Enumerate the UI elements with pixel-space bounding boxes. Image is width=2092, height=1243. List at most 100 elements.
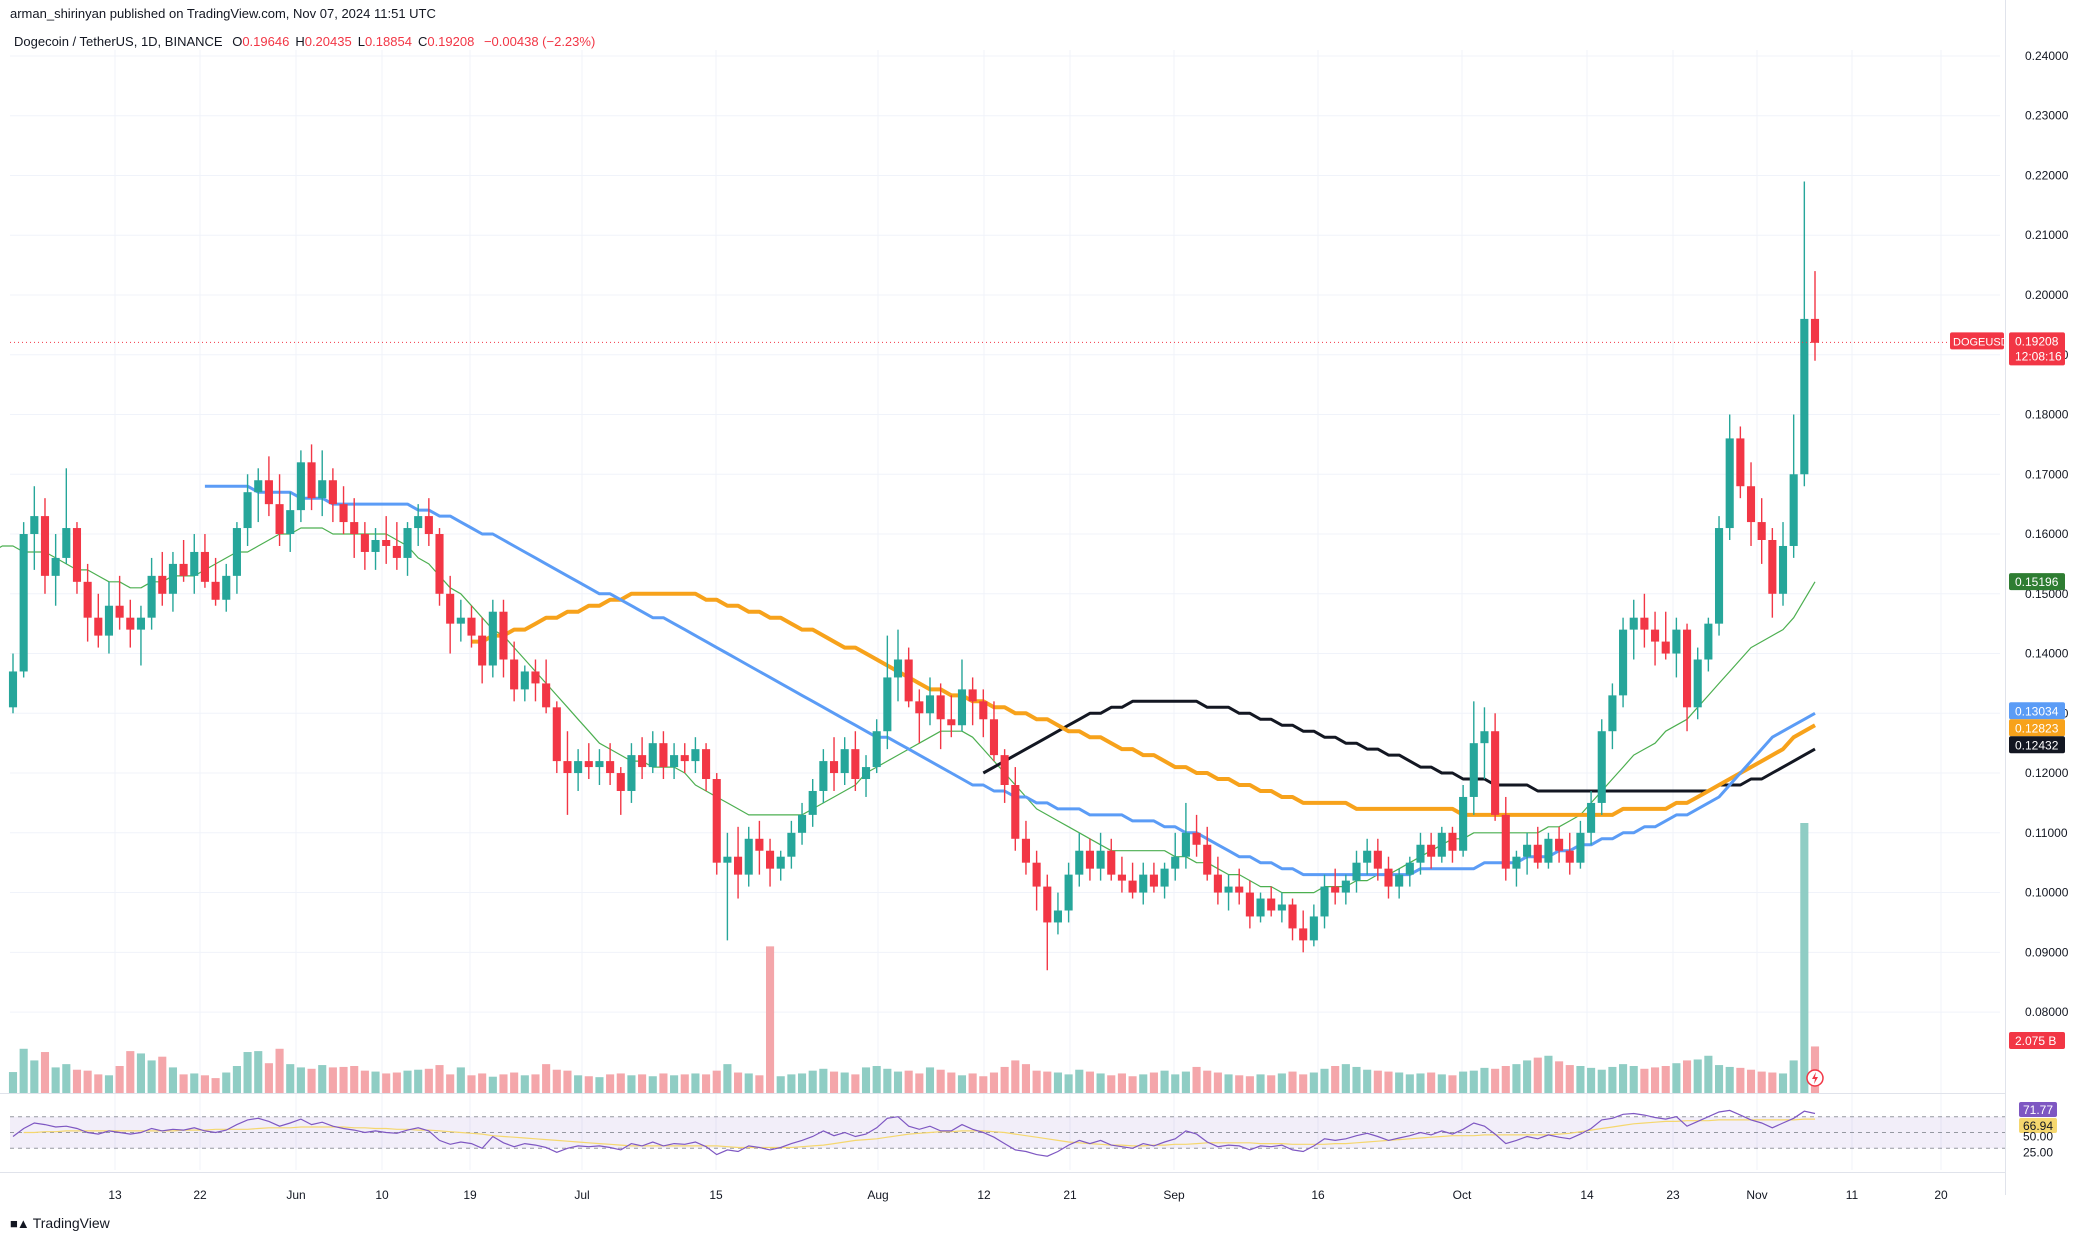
- tradingview-logo[interactable]: ■▲ TradingView: [10, 1215, 110, 1231]
- volume-bar: [1640, 1068, 1649, 1093]
- candle-body: [83, 581, 92, 618]
- candle-body: [915, 701, 924, 714]
- volume-bar: [904, 1070, 913, 1093]
- candle-body: [62, 528, 71, 558]
- candle-body: [1117, 874, 1126, 881]
- candle-body: [1491, 731, 1500, 815]
- candle-body: [115, 605, 124, 618]
- volume-bar: [755, 1075, 764, 1093]
- volume-bar: [1053, 1072, 1062, 1093]
- candle-body: [1640, 617, 1649, 630]
- volume-value-box: [2009, 1032, 2065, 1049]
- volume-bar: [371, 1071, 380, 1093]
- volume-bar: [1512, 1064, 1521, 1093]
- volume-bar: [1160, 1070, 1169, 1093]
- volume-bar: [1555, 1061, 1564, 1093]
- candle-body: [211, 581, 220, 600]
- price-axis-label: 0.10000: [2025, 886, 2069, 900]
- candle-body: [861, 767, 871, 780]
- volume-bar: [1437, 1074, 1446, 1093]
- price-axis-label: 0.24000: [2025, 49, 2069, 63]
- volume-bar: [872, 1066, 881, 1093]
- volume-bar: [1331, 1066, 1340, 1093]
- candle-body: [360, 534, 369, 552]
- volume-bar: [797, 1073, 807, 1093]
- volume-bar: [680, 1074, 689, 1093]
- candle-body: [702, 749, 711, 780]
- candle-body: [1555, 838, 1564, 851]
- candle-body: [1352, 862, 1361, 881]
- grid-lines: [10, 50, 2000, 1170]
- volume-bar: [1171, 1074, 1180, 1093]
- candle-body: [19, 534, 28, 672]
- volume-bar: [1288, 1071, 1297, 1093]
- candle-body: [574, 761, 583, 774]
- candle-body: [584, 761, 593, 768]
- candle-body: [904, 659, 913, 702]
- candle-body: [1021, 838, 1031, 863]
- candle-body: [51, 557, 60, 576]
- volume-bar: [1480, 1067, 1489, 1093]
- candle-body: [1651, 629, 1660, 642]
- candle-body: [1107, 850, 1116, 875]
- volume-bar: [1320, 1068, 1329, 1093]
- candle-body: [936, 695, 945, 720]
- candle-body: [755, 838, 764, 851]
- volume-bar: [1459, 1071, 1468, 1093]
- ma-price-text: 0.15196: [2015, 575, 2059, 589]
- volume-bar: [1651, 1067, 1660, 1093]
- volume-bar: [1768, 1072, 1777, 1093]
- time-axis-label: 16: [1311, 1188, 1325, 1202]
- volume-bar: [328, 1067, 337, 1093]
- candle-body: [1267, 898, 1276, 911]
- candle-body: [435, 534, 444, 594]
- volume-bar: [1000, 1066, 1009, 1093]
- volume-bar: [414, 1069, 423, 1093]
- volume-bar: [574, 1075, 583, 1093]
- volume-bar: [968, 1073, 977, 1093]
- rsi-value-box: [2019, 1102, 2057, 1117]
- candle-body: [734, 856, 743, 875]
- candle-body: [328, 480, 337, 505]
- volume-bar: [1789, 1060, 1798, 1093]
- price-axis-label: 0.21000: [2025, 228, 2069, 242]
- volume-bar: [819, 1068, 828, 1093]
- volume-bar: [616, 1073, 625, 1093]
- volume-bar: [72, 1069, 82, 1093]
- candle-body: [1746, 486, 1756, 523]
- price-axis-label: 0.20000: [2025, 288, 2069, 302]
- volume-bar: [542, 1064, 551, 1093]
- volume-bar: [254, 1051, 263, 1093]
- candle-body: [254, 480, 263, 493]
- volume-bar: [744, 1073, 753, 1093]
- volume-bar: [467, 1075, 476, 1093]
- symbol-tag-box: [1950, 332, 2004, 350]
- volume-bar: [1661, 1066, 1670, 1093]
- volume-bar: [179, 1074, 188, 1093]
- volume-bar: [446, 1074, 455, 1093]
- volume-bar: [30, 1060, 39, 1093]
- price-axis-label: 0.12000: [2025, 766, 2069, 780]
- volume-bar: [893, 1071, 903, 1093]
- volume-bar: [1395, 1072, 1404, 1093]
- volume-bar: [8, 1072, 18, 1093]
- volume-bar: [1032, 1070, 1041, 1093]
- time-axis-label: 13: [108, 1188, 122, 1202]
- candle-body: [1000, 755, 1009, 785]
- candle-body: [40, 516, 50, 576]
- volume-bar: [840, 1072, 849, 1093]
- candle-body: [1778, 545, 1788, 594]
- ma-price-box: [2009, 702, 2065, 720]
- volume-bar: [296, 1067, 305, 1093]
- ohlc-c: C0.19208: [417, 34, 475, 49]
- candle-body: [1416, 844, 1425, 863]
- volume-bar: [200, 1075, 209, 1093]
- candle-body: [1725, 438, 1734, 529]
- volume-bar: [1576, 1066, 1585, 1093]
- ma-price-tag: 0.15196: [2009, 573, 2065, 591]
- candle-body: [1693, 659, 1702, 708]
- volume-bar: [435, 1065, 444, 1093]
- volume-bar: [1245, 1076, 1254, 1093]
- volume-bar: [1363, 1069, 1372, 1093]
